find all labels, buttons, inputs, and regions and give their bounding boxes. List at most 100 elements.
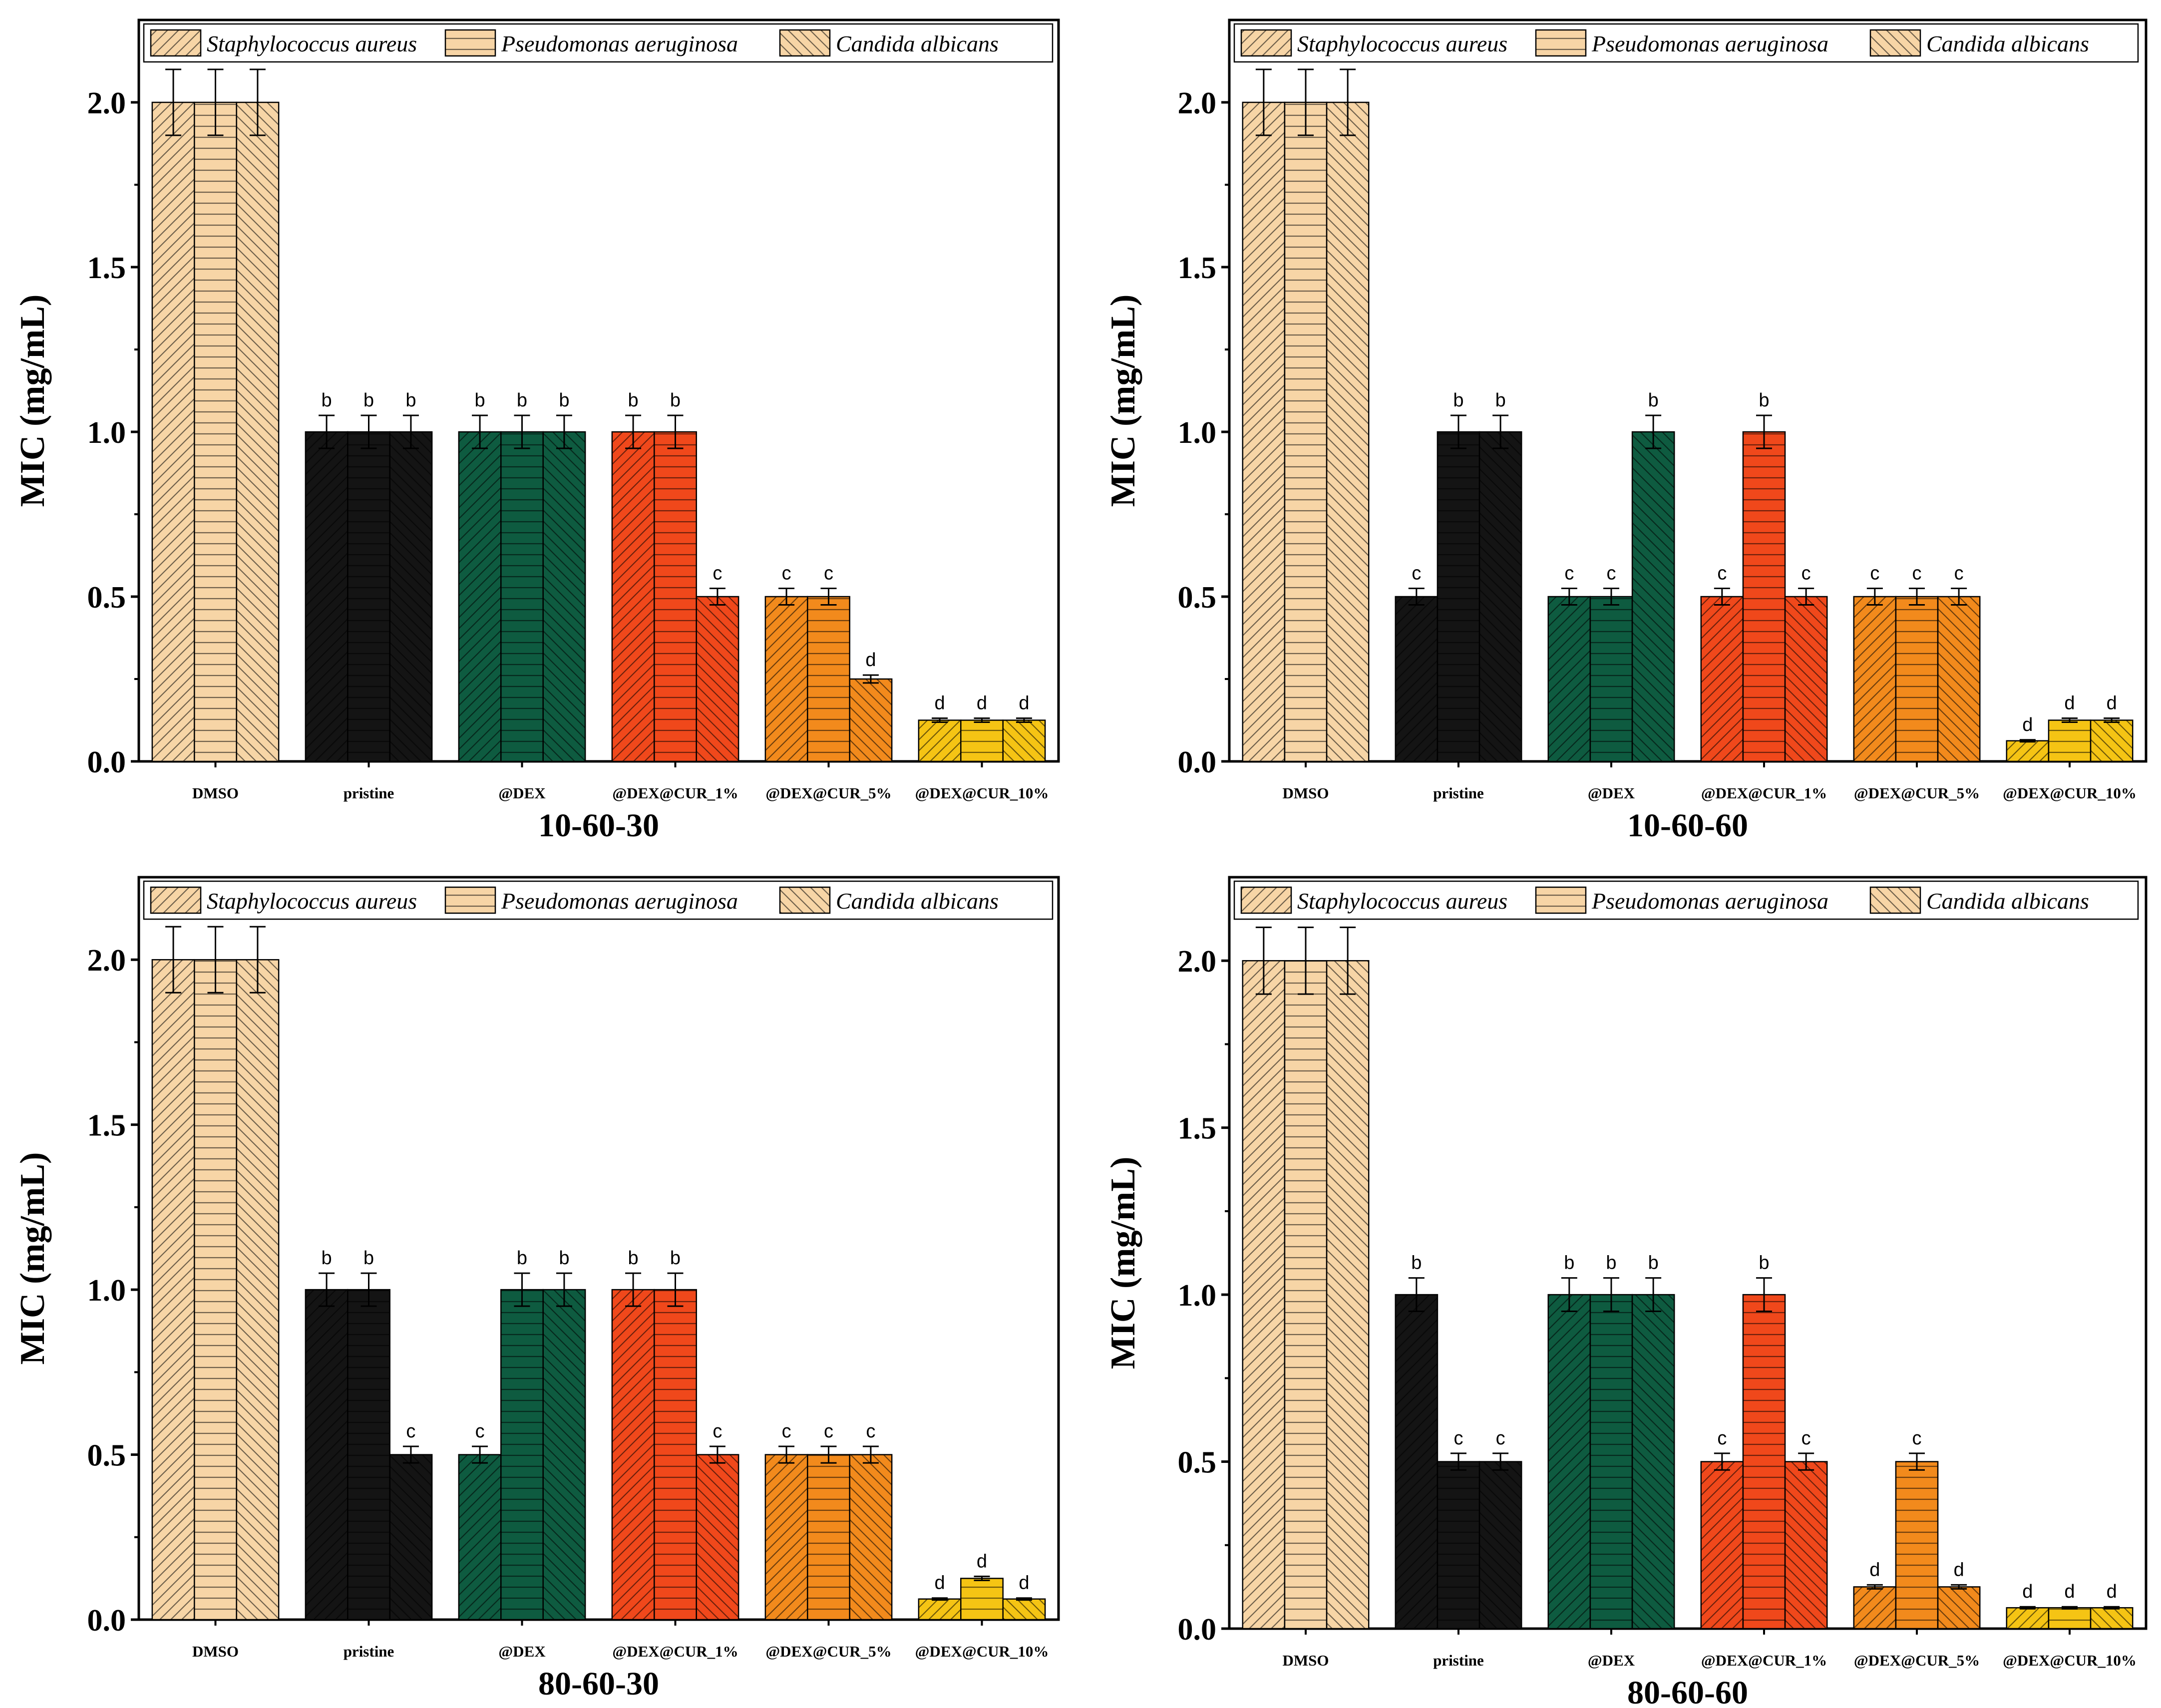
significance-label: b	[322, 1248, 332, 1269]
bar-dex-cur-10-staphylococcus-aureus	[918, 1598, 962, 1621]
category-label-dex-cur-1: @DEX@CUR_1%	[612, 784, 738, 802]
error-bar	[1909, 1452, 1925, 1471]
significance-label: b	[363, 1248, 374, 1269]
significance-label: d	[865, 650, 876, 671]
bar-dex-cur-5-staphylococcus-aureus	[764, 1454, 808, 1621]
bar-pristine-staphylococcus-aureus	[305, 431, 349, 762]
bar-dmso-pseudomonas-aeruginosa	[194, 101, 237, 762]
significance-label: b	[628, 390, 639, 411]
bar-dmso-staphylococcus-aureus	[151, 959, 195, 1621]
y-tick-label: 0.5	[1178, 1446, 1217, 1480]
significance-label: c	[782, 1421, 791, 1442]
error-bar	[402, 1445, 419, 1464]
y-axis-title: MIC (mg/mL)	[13, 1152, 52, 1365]
bar-dex-cur-5-pseudomonas-aeruginosa	[807, 596, 850, 762]
error-bar	[2019, 1606, 2036, 1610]
bar-dex-cur-10-staphylococcus-aureus	[2006, 1607, 2050, 1630]
significance-label: b	[1648, 390, 1659, 411]
significance-label: c	[1801, 1428, 1811, 1449]
significance-label: b	[1495, 390, 1506, 411]
significance-label: d	[2107, 693, 2117, 714]
significance-label: d	[2064, 1581, 2075, 1602]
legend-swatch-staphylococcus-aureus	[150, 886, 202, 914]
significance-label: b	[322, 390, 332, 411]
bar-dex-cur-5-staphylococcus-aureus	[1853, 1586, 1897, 1630]
error-bar	[778, 1445, 795, 1464]
error-bar	[1492, 414, 1509, 449]
y-axis-title: MIC (mg/mL)	[13, 295, 52, 507]
error-bar	[1603, 1277, 1619, 1313]
error-bar	[1016, 1597, 1032, 1601]
error-bar	[709, 1445, 725, 1464]
legend-label-candida-albicans: Candida albicans	[836, 31, 999, 56]
significance-label: b	[405, 390, 416, 411]
bar-dex-cur-5-staphylococcus-aureus	[764, 596, 808, 762]
error-bar	[1016, 717, 1032, 723]
bar-dex-cur-5-staphylococcus-aureus	[1853, 596, 1897, 762]
bar-dex-candida-albicans	[1631, 1294, 1675, 1630]
significance-label: c	[406, 1421, 415, 1442]
bar-dex-staphylococcus-aureus	[1547, 596, 1591, 762]
bar-dex-cur-10-pseudomonas-aeruginosa	[2048, 719, 2092, 762]
legend: Staphylococcus aureus Pseudomonas aerugin…	[1233, 23, 2139, 63]
error-bar	[1255, 926, 1272, 995]
bar-dmso-pseudomonas-aeruginosa	[1284, 960, 1328, 1630]
error-bar	[1756, 1277, 1772, 1313]
bar-dex-cur-1-candida-albicans	[696, 1454, 739, 1621]
category-label-dex-cur-1: @DEX@CUR_1%	[1701, 1652, 1827, 1669]
error-bar	[1603, 588, 1619, 606]
legend-swatch-pseudomonas-aeruginosa	[444, 886, 496, 914]
legend-swatch-candida-albicans	[779, 886, 831, 914]
legend-swatch-pseudomonas-aeruginosa	[444, 29, 496, 57]
y-tick-label: 1.5	[87, 251, 126, 285]
category-label-dmso: DMSO	[192, 784, 239, 802]
bar-pristine-candida-albicans	[389, 1454, 433, 1621]
bar-dex-cur-10-candida-albicans	[2090, 719, 2134, 762]
error-bar	[1909, 588, 1925, 606]
error-bar	[1951, 588, 1967, 606]
error-bar	[1645, 1277, 1662, 1313]
x-axis-title: 80-60-60	[1627, 1675, 1748, 1708]
significance-label: b	[559, 1248, 569, 1269]
error-bar	[472, 414, 488, 449]
bar-dex-pseudomonas-aeruginosa	[1589, 596, 1633, 762]
y-tick-label: 0.5	[87, 581, 126, 615]
legend: Staphylococcus aureus Pseudomonas aerugin…	[143, 23, 1054, 63]
error-bar	[862, 1445, 879, 1464]
significance-label: d	[2064, 693, 2075, 714]
bar-dex-cur-1-staphylococcus-aureus	[1700, 1461, 1744, 1630]
error-bar	[1756, 414, 1772, 449]
bar-dmso-staphylococcus-aureus	[151, 101, 195, 762]
error-bar	[207, 926, 224, 994]
error-bar	[402, 414, 419, 449]
significance-label: c	[1801, 563, 1811, 584]
bar-pristine-candida-albicans	[1478, 431, 1522, 762]
significance-label: d	[1869, 1559, 1880, 1580]
significance-label: c	[713, 1421, 722, 1442]
bar-dex-pseudomonas-aeruginosa	[1589, 1294, 1633, 1630]
bar-pristine-staphylococcus-aureus	[1395, 1294, 1439, 1630]
bar-dex-cur-5-pseudomonas-aeruginosa	[807, 1454, 850, 1621]
significance-label: d	[1954, 1559, 1964, 1580]
bar-dex-candida-albicans	[542, 431, 586, 762]
bar-dmso-candida-albicans	[236, 959, 280, 1621]
error-bar	[820, 588, 837, 606]
error-bar	[1492, 1452, 1509, 1471]
error-bar	[1450, 1452, 1466, 1471]
significance-label: b	[670, 390, 681, 411]
significance-label: d	[977, 693, 987, 714]
category-label-pristine: pristine	[344, 784, 394, 802]
significance-label: d	[2022, 1581, 2033, 1602]
significance-label: c	[782, 563, 791, 584]
significance-label: d	[2107, 1581, 2117, 1602]
plot-frame	[137, 876, 1060, 1621]
significance-label: b	[517, 390, 527, 411]
significance-label: c	[1454, 1428, 1463, 1449]
x-axis-title: 80-60-30	[538, 1666, 659, 1702]
bar-dex-staphylococcus-aureus	[458, 431, 502, 762]
legend-label-candida-albicans: Candida albicans	[1926, 31, 2089, 56]
